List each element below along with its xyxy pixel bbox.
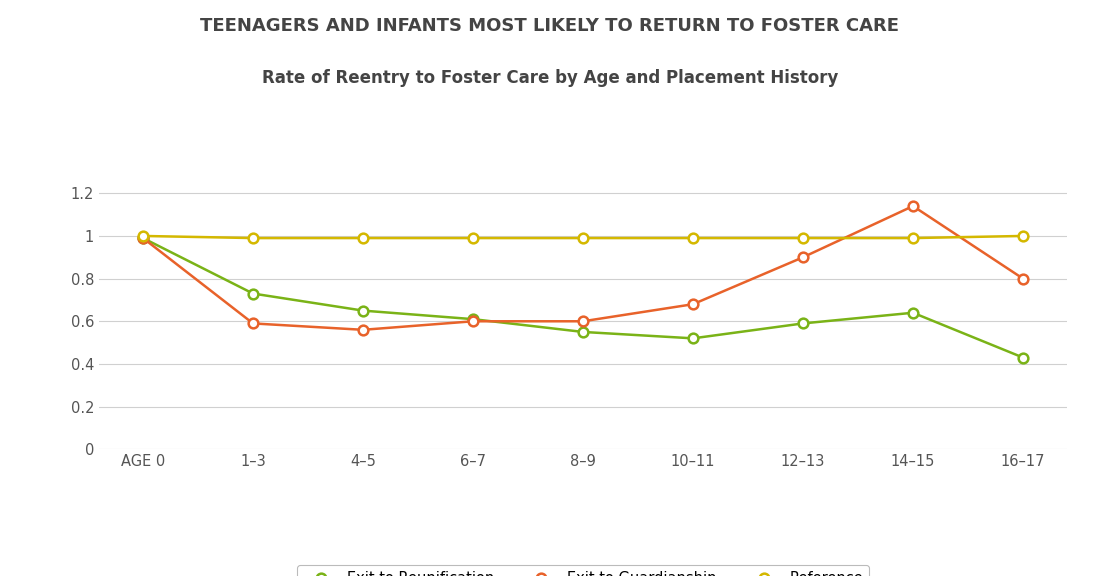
- Text: Rate of Reentry to Foster Care by Age and Placement History: Rate of Reentry to Foster Care by Age an…: [262, 69, 838, 87]
- Exit to Guardianship: [686, 301, 700, 308]
- Exit to Guardianship: [1016, 275, 1030, 282]
- Exit to Reunification: [686, 335, 700, 342]
- Exit to Guardianship: [136, 234, 150, 241]
- Exit to Guardianship: [796, 254, 810, 261]
- Text: TEENAGERS AND INFANTS MOST LIKELY TO RETURN TO FOSTER CARE: TEENAGERS AND INFANTS MOST LIKELY TO RET…: [200, 17, 900, 35]
- Exit to Reunification: [576, 328, 590, 335]
- Reference: [796, 234, 810, 241]
- Legend: Exit to Reunification, Exit to Guardianship, Reference: Exit to Reunification, Exit to Guardians…: [297, 565, 869, 576]
- Exit to Reunification: [136, 234, 150, 241]
- Exit to Reunification: [1016, 354, 1030, 361]
- Reference: [576, 234, 590, 241]
- Exit to Guardianship: [576, 318, 590, 325]
- Reference: [136, 233, 150, 240]
- Line: Exit to Reunification: Exit to Reunification: [139, 233, 1027, 362]
- Exit to Reunification: [246, 290, 260, 297]
- Reference: [1016, 233, 1030, 240]
- Reference: [686, 234, 700, 241]
- Exit to Reunification: [466, 316, 480, 323]
- Reference: [246, 234, 260, 241]
- Reference: [906, 234, 920, 241]
- Exit to Guardianship: [246, 320, 260, 327]
- Exit to Reunification: [356, 307, 370, 314]
- Exit to Guardianship: [466, 318, 480, 325]
- Reference: [466, 234, 480, 241]
- Reference: [356, 234, 370, 241]
- Exit to Reunification: [906, 309, 920, 316]
- Exit to Reunification: [796, 320, 810, 327]
- Exit to Guardianship: [906, 203, 920, 210]
- Line: Reference: Reference: [139, 231, 1027, 243]
- Line: Exit to Guardianship: Exit to Guardianship: [139, 201, 1027, 335]
- Exit to Guardianship: [356, 327, 370, 334]
